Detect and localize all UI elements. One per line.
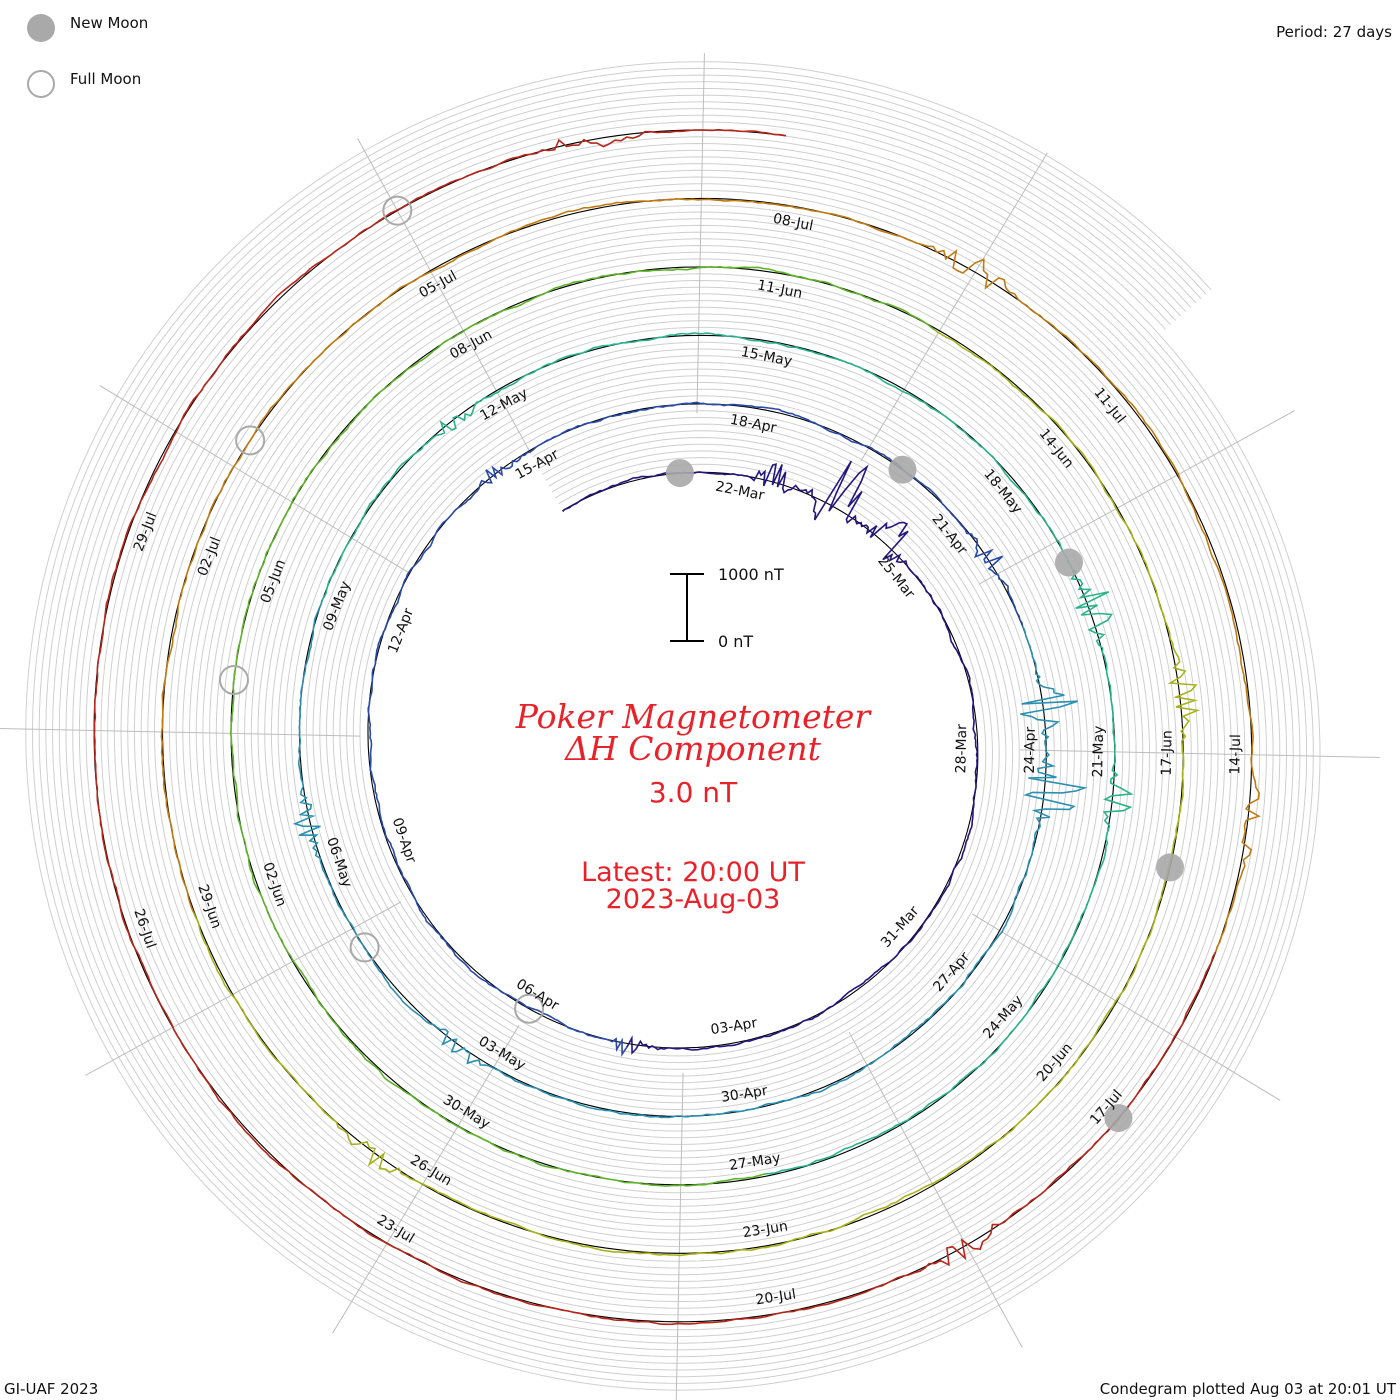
latest-date: 2023-Aug-03 <box>605 884 781 915</box>
data-trace <box>192 329 1201 1257</box>
grid-spiral <box>78 114 1267 1338</box>
latest-time: Latest: 20:00 UT <box>581 857 805 888</box>
date-label: 23-Jun <box>742 1218 789 1241</box>
scale-bar: 1000 nT 0 nT <box>670 565 784 651</box>
grid-spoke <box>972 913 1281 1101</box>
new-moon-marker <box>1156 853 1185 882</box>
grid-spoke <box>696 53 705 414</box>
date-label: 28-Mar <box>953 724 970 774</box>
full-moon-icon <box>27 70 55 98</box>
date-label: 02-Jul <box>195 535 225 579</box>
date-label: 15-May <box>739 344 793 370</box>
grid-spiral <box>85 121 1261 1331</box>
grid-spoke <box>85 901 402 1076</box>
chart-title: Poker Magnetometer <box>515 697 871 736</box>
new-moon-marker <box>665 459 694 488</box>
data-trace <box>160 197 1261 953</box>
grid-spiral <box>38 74 1308 1378</box>
grid-spiral <box>52 88 1294 1364</box>
grid-spoke <box>675 1072 684 1400</box>
grid-spoke <box>978 410 1295 585</box>
period-label: Period: 27 days <box>1276 23 1392 41</box>
grid-spoke <box>860 152 1048 461</box>
grid-spiral <box>45 81 1301 1371</box>
date-label: 21-May <box>1090 725 1107 777</box>
full-moon-marker <box>514 993 545 1024</box>
chart-component: ΔH Component <box>565 729 821 768</box>
full-moon-marker <box>349 932 380 963</box>
date-label: 15-Apr <box>513 446 562 483</box>
date-label: 25-Mar <box>874 553 918 602</box>
grid-spoke <box>332 1025 520 1334</box>
data-trace <box>292 600 1088 1119</box>
new-moon-marker <box>1054 548 1083 577</box>
data-trace <box>93 128 1217 1326</box>
grid-spoke <box>1019 749 1380 758</box>
new-moon-marker <box>888 455 917 484</box>
grid-spiral <box>58 94 1288 1358</box>
date-label: 06-Apr <box>513 976 562 1014</box>
data-trace <box>367 401 1024 1057</box>
date-label: 22-Mar <box>714 479 766 504</box>
new-moon-icon <box>27 14 55 42</box>
date-label: 24-Apr <box>1022 726 1039 773</box>
date-label: 30-Apr <box>720 1083 769 1106</box>
grid-spoke <box>848 1031 1023 1348</box>
date-label: 17-Jun <box>1159 730 1176 776</box>
grid-spiral <box>31 67 1314 1384</box>
footer-credit: GI-UAF 2023 <box>4 1380 99 1398</box>
quiet-level-value: 3.0 nT <box>648 776 738 809</box>
new-moon-label: New Moon <box>70 14 149 32</box>
trace-layer <box>93 128 1261 1326</box>
date-label: 29-Jul <box>131 510 161 554</box>
date-label: 27-May <box>728 1150 782 1174</box>
grid-spiral <box>65 101 1281 1351</box>
full-moon-label: Full Moon <box>70 70 142 88</box>
date-label: 08-Jul <box>772 211 815 235</box>
footer-timestamp: Condegram plotted Aug 03 at 20:01 UT <box>1099 1380 1396 1398</box>
data-trace <box>562 460 979 1055</box>
full-moon-marker <box>218 664 249 695</box>
grid-spoke <box>357 138 532 455</box>
data-trace <box>229 265 936 1187</box>
full-moon-marker <box>235 425 266 456</box>
moon-marker-layer <box>218 195 1185 1133</box>
scale-top-label: 1000 nT <box>718 565 784 584</box>
date-label: 20-Jul <box>755 1286 798 1308</box>
new-moon-marker <box>1104 1104 1133 1133</box>
date-label: 14-Jul <box>1227 734 1244 775</box>
grid-layer <box>25 61 1321 1391</box>
date-label: 03-Apr <box>710 1015 759 1038</box>
grid-spiral <box>72 108 1274 1344</box>
scale-bottom-label: 0 nT <box>718 632 753 651</box>
date-label: 12-May <box>478 385 531 424</box>
grid-spoke <box>99 385 408 573</box>
data-trace <box>321 332 1134 1175</box>
full-moon-marker <box>382 195 413 226</box>
